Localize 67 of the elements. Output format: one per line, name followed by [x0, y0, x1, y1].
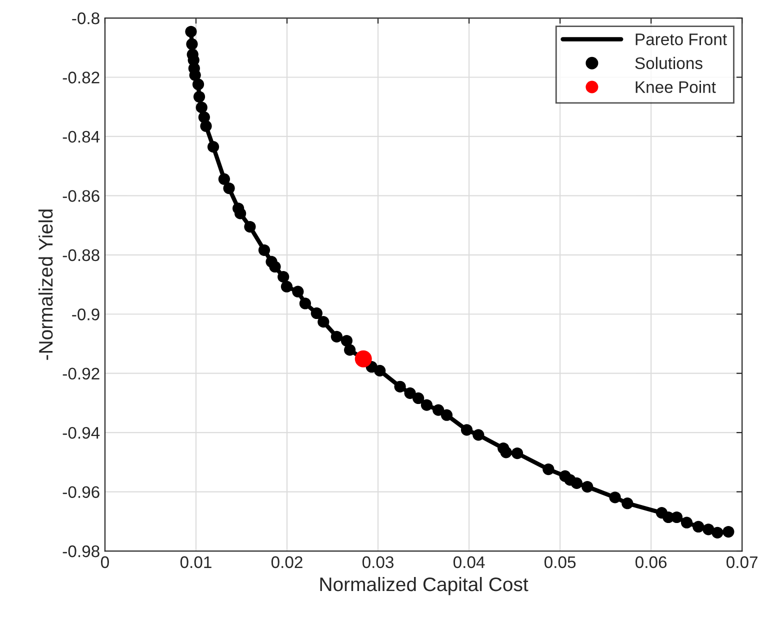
- point: [440, 409, 453, 421]
- point: [460, 424, 473, 436]
- point: [692, 520, 704, 533]
- point: [374, 364, 386, 376]
- x-tick-label: 0: [100, 556, 109, 568]
- y-tick-label: -0.88: [62, 249, 100, 262]
- point: [472, 429, 484, 441]
- y-tick-label: -0.84: [62, 130, 100, 143]
- y-tick-label: -0.96: [62, 486, 100, 498]
- point: [354, 350, 372, 368]
- point: [299, 298, 312, 310]
- point: [344, 344, 356, 356]
- point: [200, 120, 212, 132]
- point: [269, 260, 281, 273]
- legend-label: Knee Point: [636, 80, 716, 94]
- point: [234, 208, 246, 220]
- y-tick-label: -0.94: [62, 426, 100, 439]
- legend-label: Solutions: [635, 56, 702, 70]
- y-axis-title: -Normalized Yield: [38, 210, 53, 360]
- point: [318, 316, 330, 328]
- x-tick-label: 0.01: [180, 556, 212, 568]
- y-tick-label: -0.86: [62, 190, 100, 202]
- x-tick-label: 0.04: [453, 556, 485, 568]
- point: [712, 526, 724, 538]
- point: [196, 102, 208, 114]
- point: [702, 524, 714, 536]
- point: [193, 90, 206, 103]
- point: [622, 498, 634, 510]
- point: [680, 516, 693, 528]
- point: [280, 280, 293, 292]
- point: [609, 492, 621, 504]
- point: [404, 387, 416, 399]
- point: [244, 220, 256, 233]
- point: [192, 78, 204, 90]
- point: [420, 399, 433, 411]
- point: [223, 182, 235, 194]
- point: [207, 141, 220, 153]
- point: [582, 480, 594, 493]
- point: [511, 447, 524, 460]
- point: [278, 271, 290, 283]
- point: [218, 173, 230, 185]
- point: [340, 334, 353, 347]
- y-tick-label: -0.82: [62, 72, 100, 84]
- y-tick-label: -0.92: [62, 368, 100, 380]
- point: [330, 330, 343, 342]
- point: [412, 392, 424, 404]
- point: [432, 404, 444, 416]
- y-tick-label: -0.8: [72, 12, 100, 24]
- x-tick-label: 0.05: [544, 556, 576, 568]
- x-axis-title: Normalized Capital Cost: [320, 576, 528, 596]
- x-tick-label: 0.03: [362, 556, 394, 568]
- point: [258, 244, 270, 256]
- point: [292, 286, 304, 298]
- legend-label: Pareto Front: [636, 34, 727, 46]
- x-tick-label: 0.06: [636, 556, 667, 568]
- point: [186, 38, 198, 50]
- point: [570, 477, 583, 490]
- point: [310, 307, 322, 320]
- y-tick-label: -0.98: [62, 545, 100, 558]
- y-tick-label: -0.9: [72, 308, 100, 320]
- point: [722, 526, 734, 538]
- x-tick-label: 0.02: [271, 556, 302, 568]
- point: [394, 380, 406, 392]
- point: [542, 463, 554, 476]
- point: [500, 446, 512, 458]
- x-tick-label: 0.07: [726, 556, 758, 568]
- point: [185, 26, 197, 38]
